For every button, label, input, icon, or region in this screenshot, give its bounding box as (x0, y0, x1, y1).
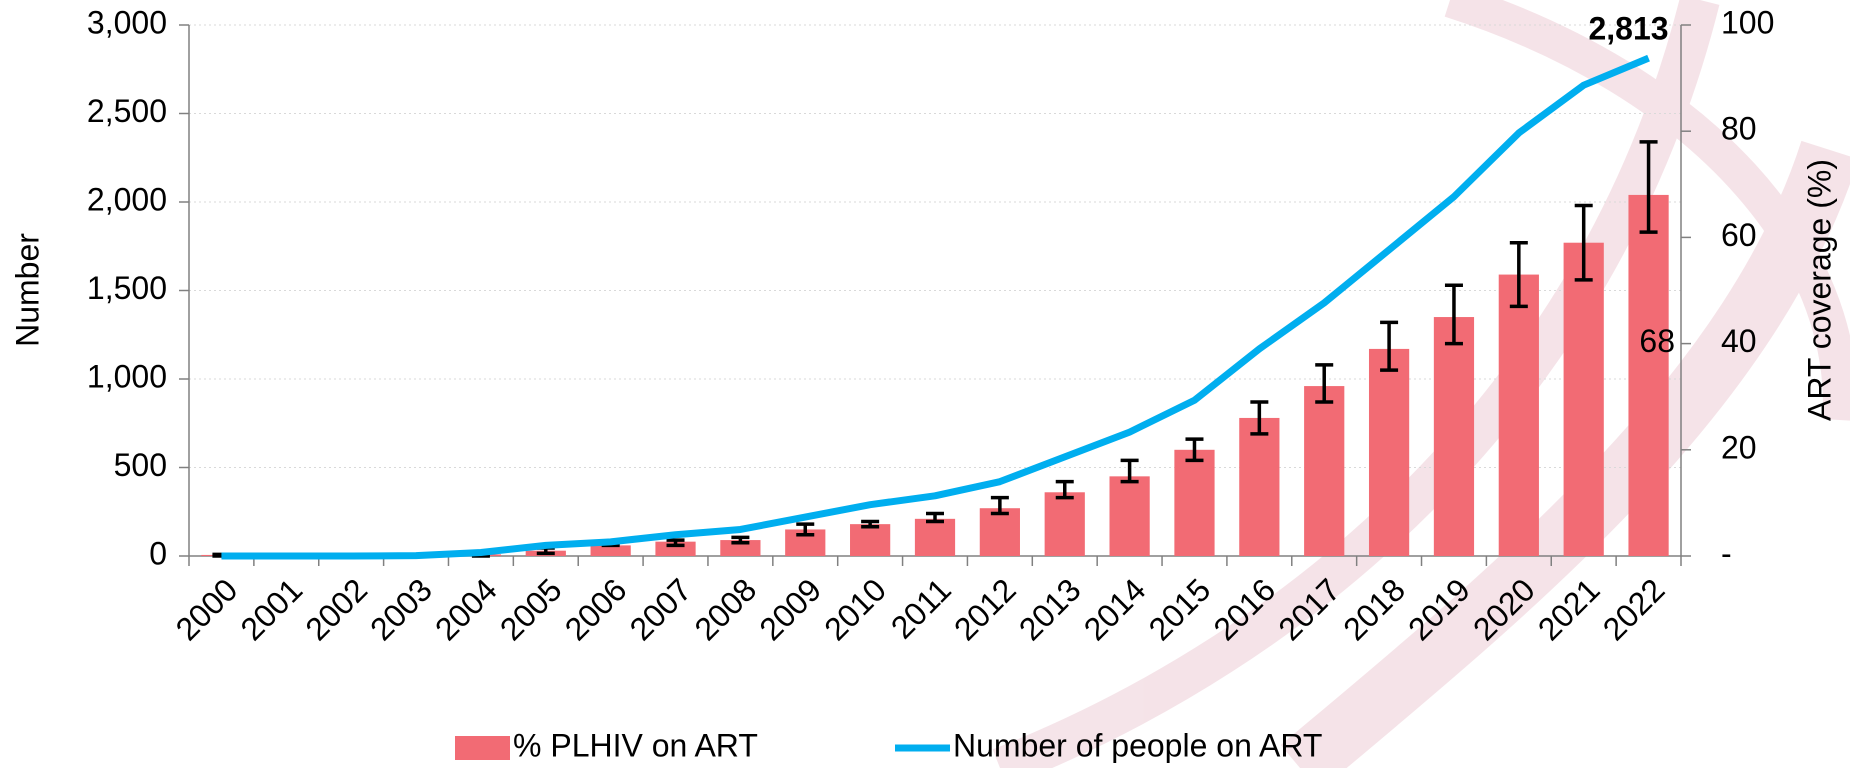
legend-swatch (455, 736, 510, 760)
chart: Number ART coverage (%) 0 500 1,000 1,500 2,… (0, 0, 1850, 768)
x-tick-label: 2011 (884, 571, 958, 645)
x-tick-label: 2000 (169, 571, 245, 647)
y2-tick-label: - (1721, 535, 1732, 571)
bar (1239, 418, 1279, 556)
y-tick-label: 0 (149, 535, 167, 571)
x-tick-label: 2002 (298, 571, 374, 647)
x-tick-label: 2014 (1077, 571, 1153, 647)
y2-tick-label: 80 (1721, 111, 1757, 147)
y2-tick-label: 20 (1721, 429, 1757, 465)
bar (850, 524, 890, 556)
page: {"chart_data": {"type": "bar-line", "cat… (0, 0, 1850, 768)
x-tick-label: 2022 (1596, 571, 1672, 647)
annotation: 2,813 (1588, 11, 1668, 47)
y-tick-label: 500 (114, 447, 167, 483)
bar (1109, 476, 1149, 556)
legend-label: Number of people on ART (953, 727, 1322, 763)
error-bar (926, 514, 944, 522)
y-tick-label: 2,000 (87, 181, 167, 217)
y-tick-label: 1,000 (87, 358, 167, 394)
x-tick-label: 2005 (493, 571, 569, 647)
bar (1045, 492, 1085, 556)
y-axis-label: Number (9, 233, 45, 347)
x-tick-label: 2004 (428, 571, 504, 647)
background-swirl (1000, 0, 1840, 768)
bar (915, 519, 955, 556)
y2-tick-label: 60 (1721, 217, 1757, 253)
y-tick-label: 2,500 (87, 93, 167, 129)
x-tick-label: 2003 (363, 571, 439, 647)
error-bar (731, 537, 749, 542)
x-tick-label: 2009 (752, 571, 828, 647)
annotation: 68 (1639, 323, 1675, 359)
x-tick-label: 2008 (688, 571, 764, 647)
bar (1628, 195, 1668, 556)
bar (1564, 243, 1604, 556)
y2-axis-label: ART coverage (%) (1801, 159, 1837, 421)
y-tick-label: 1,500 (87, 270, 167, 306)
x-tick-label: 2010 (817, 571, 893, 647)
bar (1434, 317, 1474, 556)
x-tick-label: 2013 (1012, 571, 1088, 647)
y2-tick-label: 100 (1721, 4, 1774, 40)
x-tick-label: 2001 (233, 571, 309, 647)
x-tick-label: 2012 (947, 571, 1023, 647)
x-tick-label: 2015 (1142, 571, 1218, 647)
y2-tick-label: 40 (1721, 323, 1757, 359)
y-tick-label: 3,000 (87, 4, 167, 40)
legend-label: % PLHIV on ART (513, 727, 758, 763)
x-tick-label: 2006 (558, 571, 634, 647)
x-tick-label: 2007 (623, 571, 699, 647)
bar (980, 508, 1020, 556)
bar (1369, 349, 1409, 556)
bar (1499, 275, 1539, 556)
bar (1304, 386, 1344, 556)
bar (1174, 450, 1214, 556)
